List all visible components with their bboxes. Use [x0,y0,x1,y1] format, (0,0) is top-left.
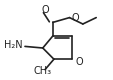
Text: CH₃: CH₃ [33,66,51,76]
Text: O: O [71,13,79,23]
Text: H₂N: H₂N [4,40,23,50]
Text: O: O [74,57,82,67]
Text: O: O [41,5,48,15]
